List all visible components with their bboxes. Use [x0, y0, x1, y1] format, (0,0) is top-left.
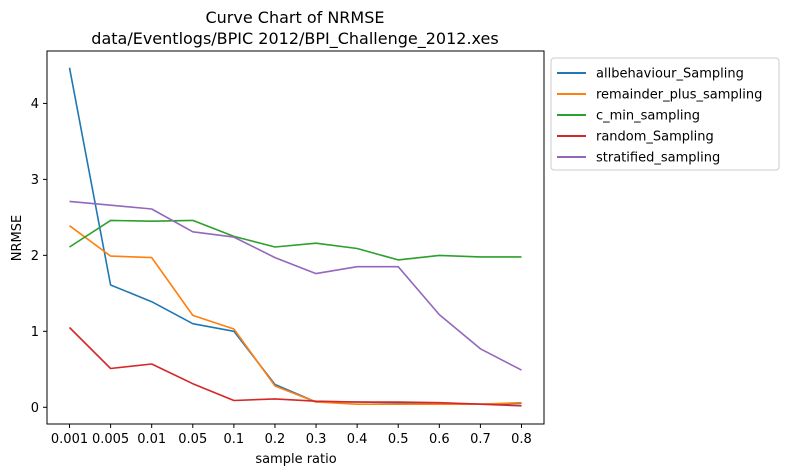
series-line-allbehaviour-sampling [68, 67, 522, 406]
x-tick-label: 0.005 [92, 432, 129, 447]
y-tick-label: 1 [31, 325, 39, 340]
plot-area [68, 67, 522, 407]
x-tick-label: 0.001 [51, 432, 88, 447]
legend-label: stratified_sampling [596, 151, 720, 166]
x-tick-label: 0.05 [178, 432, 207, 447]
y-tick-label: 3 [31, 173, 39, 188]
legend-label: allbehaviour_Sampling [596, 67, 744, 82]
y-axis-label: NRMSE [10, 215, 25, 261]
legend-frame [550, 57, 780, 171]
y-axis-ticks: 0 1 2 3 4 [31, 97, 47, 416]
x-tick-label: 0.2 [265, 432, 286, 447]
x-tick-label: 0.3 [306, 432, 327, 447]
x-tick-label: 0.1 [224, 432, 245, 447]
series-line-c-min-sampling [69, 219, 522, 261]
y-tick-label: 2 [31, 249, 39, 264]
x-tick-label: 0.5 [388, 432, 409, 447]
y-tick-label: 0 [31, 401, 39, 416]
x-tick-label: 0.01 [137, 432, 166, 447]
x-tick-label: 0.6 [429, 432, 450, 447]
x-tick-label: 0.4 [347, 432, 368, 447]
plot-frame [46, 50, 545, 425]
series-line-remainder-plus-sampling [69, 225, 522, 406]
series-line-stratified-sampling [69, 200, 522, 371]
series-line-random-sampling [68, 326, 522, 407]
chart-title: Curve Chart of NRMSE [205, 8, 384, 27]
legend-label: remainder_plus_sampling [596, 88, 762, 103]
legend-label: c_min_sampling [596, 109, 700, 124]
x-axis-label: sample ratio [255, 452, 336, 467]
x-axis-ticks: 0.001 0.005 0.01 0.05 0.1 0.2 0.3 0.4 0.5 0.6 0.7 0… [51, 424, 532, 447]
x-tick-label: 0.7 [470, 432, 491, 447]
legend-label: random_Sampling [596, 130, 714, 145]
y-tick-label: 4 [31, 97, 39, 112]
legend: allbehaviour_Sampling remainder_plus_samp… [550, 57, 780, 171]
x-tick-label: 0.8 [511, 432, 532, 447]
chart-subtitle: data/Eventlogs/BPIC 2012/BPI_Challenge_2… [91, 29, 498, 49]
